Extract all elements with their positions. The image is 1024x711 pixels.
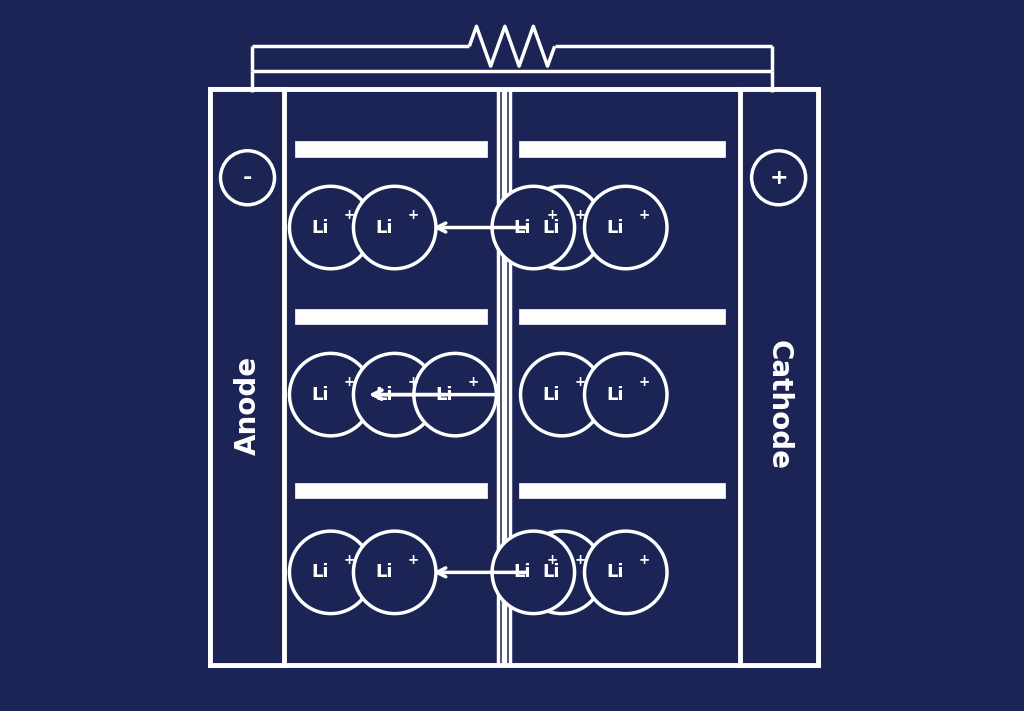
Text: +: +	[344, 375, 355, 389]
Text: +: +	[546, 553, 557, 567]
Text: +: +	[546, 208, 557, 222]
Text: Li: Li	[311, 563, 329, 582]
Ellipse shape	[493, 186, 574, 269]
Ellipse shape	[290, 186, 372, 269]
Text: Li: Li	[606, 385, 624, 404]
Bar	[519, 141, 725, 157]
Ellipse shape	[585, 531, 667, 614]
Text: Anode: Anode	[233, 356, 261, 455]
Text: +: +	[769, 168, 787, 188]
Ellipse shape	[353, 353, 436, 436]
Text: Li: Li	[311, 218, 329, 237]
Text: Li: Li	[606, 218, 624, 237]
Ellipse shape	[353, 186, 436, 269]
Text: -: -	[243, 168, 252, 188]
Ellipse shape	[585, 186, 667, 269]
Bar	[505, 89, 739, 665]
Ellipse shape	[220, 151, 274, 205]
Ellipse shape	[493, 531, 574, 614]
Text: +: +	[639, 553, 650, 567]
Text: Li: Li	[543, 218, 560, 237]
Text: +: +	[639, 375, 650, 389]
Text: Li: Li	[543, 563, 560, 582]
Text: +: +	[344, 553, 355, 567]
Text: +: +	[408, 375, 419, 389]
Text: +: +	[408, 208, 419, 222]
Ellipse shape	[414, 353, 497, 436]
Text: +: +	[468, 375, 479, 389]
Text: Li: Li	[514, 218, 531, 237]
Text: +: +	[574, 208, 586, 222]
Text: +: +	[639, 208, 650, 222]
Text: Li: Li	[375, 385, 392, 404]
Ellipse shape	[520, 186, 603, 269]
Text: Li: Li	[606, 563, 624, 582]
Bar	[295, 483, 487, 498]
Ellipse shape	[585, 353, 667, 436]
Text: +: +	[408, 553, 419, 567]
Bar	[210, 89, 285, 665]
Text: Li: Li	[543, 385, 560, 404]
Text: Li: Li	[435, 385, 453, 404]
Text: +: +	[344, 208, 355, 222]
Text: +: +	[574, 553, 586, 567]
Bar	[739, 89, 818, 665]
Bar	[210, 89, 818, 665]
Bar	[295, 141, 487, 157]
Bar	[519, 309, 725, 324]
Bar	[295, 309, 487, 324]
Ellipse shape	[290, 353, 372, 436]
Text: Li: Li	[514, 563, 531, 582]
Text: Li: Li	[311, 385, 329, 404]
Text: Cathode: Cathode	[765, 341, 793, 470]
Text: Li: Li	[375, 563, 392, 582]
Ellipse shape	[290, 531, 372, 614]
Ellipse shape	[520, 353, 603, 436]
Text: Li: Li	[375, 218, 392, 237]
Text: +: +	[574, 375, 586, 389]
Bar	[519, 483, 725, 498]
Ellipse shape	[520, 531, 603, 614]
Ellipse shape	[752, 151, 806, 205]
Ellipse shape	[353, 531, 436, 614]
Bar	[285, 89, 498, 665]
